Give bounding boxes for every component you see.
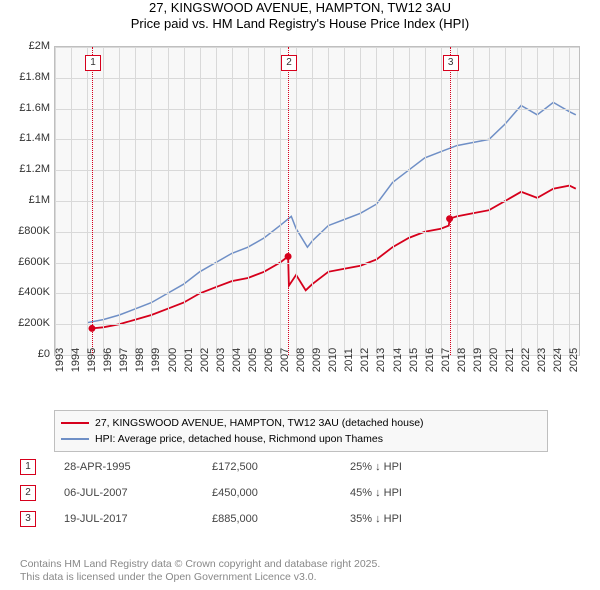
x-tick-label: 2018 (456, 348, 468, 372)
x-tick-label: 2001 (183, 348, 195, 372)
legend-swatch (61, 422, 89, 424)
sale-index-box: 1 (20, 459, 36, 475)
x-tick-label: 2022 (520, 348, 532, 372)
y-tick-label: £800K (18, 225, 50, 237)
chart-title: 27, KINGSWOOD AVENUE, HAMPTON, TW12 3AU … (0, 0, 600, 33)
sale-row: 1 28-APR-1995 £172,500 25% ↓ HPI (20, 454, 580, 480)
y-tick-label: £2M (29, 40, 50, 52)
y-tick-label: £400K (18, 286, 50, 298)
sale-price: £450,000 (212, 487, 322, 499)
x-tick-label: 2010 (327, 348, 339, 372)
x-tick-label: 2008 (295, 348, 307, 372)
y-tick-label: £1.4M (19, 132, 50, 144)
x-tick-label: 2016 (424, 348, 436, 372)
x-tick-label: 2025 (568, 348, 580, 372)
x-tick-label: 2021 (504, 348, 516, 372)
legend-label: 27, KINGSWOOD AVENUE, HAMPTON, TW12 3AU … (95, 417, 424, 429)
x-tick-label: 1999 (150, 348, 162, 372)
event-marker: 1 (85, 55, 101, 71)
sale-price: £172,500 (212, 461, 322, 473)
sale-date: 19-JUL-2017 (64, 513, 184, 525)
chart: 1 2 3 £0 £200K £400K £600K £800K £1M £1.2M £1.4M £… (10, 40, 588, 400)
y-tick-label: £200K (18, 317, 50, 329)
legend: 27, KINGSWOOD AVENUE, HAMPTON, TW12 3AU … (54, 410, 548, 452)
sale-delta: 45% ↓ HPI (350, 487, 402, 499)
series-line (87, 102, 576, 322)
x-tick-label: 2009 (311, 348, 323, 372)
x-tick-label: 2015 (408, 348, 420, 372)
sale-date: 28-APR-1995 (64, 461, 184, 473)
x-tick-label: 2002 (199, 348, 211, 372)
x-tick-label: 2003 (215, 348, 227, 372)
sale-price: £885,000 (212, 513, 322, 525)
x-tick-label: 2017 (440, 348, 452, 372)
event-marker: 2 (281, 55, 297, 71)
x-tick-label: 1998 (134, 348, 146, 372)
x-tick-label: 2020 (488, 348, 500, 372)
x-tick-label: 1994 (70, 348, 82, 372)
x-tick-label: 2005 (247, 348, 259, 372)
x-tick-label: 2023 (536, 348, 548, 372)
y-tick-label: £1.6M (19, 102, 50, 114)
sale-index-box: 2 (20, 485, 36, 501)
sale-index-box: 3 (20, 511, 36, 527)
x-tick-label: 2004 (231, 348, 243, 372)
series-line (92, 186, 576, 329)
legend-item: 27, KINGSWOOD AVENUE, HAMPTON, TW12 3AU … (61, 415, 541, 431)
footer-line1: Contains HM Land Registry data © Crown c… (20, 558, 590, 571)
sales-table: 1 28-APR-1995 £172,500 25% ↓ HPI 2 06-JUL-200… (20, 454, 580, 532)
x-tick-label: 1997 (118, 348, 130, 372)
x-tick-label: 1995 (86, 348, 98, 372)
footer-line2: This data is licensed under the Open Gov… (20, 571, 590, 584)
x-tick-label: 2012 (359, 348, 371, 372)
x-tick-label: 2007 (279, 348, 291, 372)
x-tick-label: 2019 (472, 348, 484, 372)
plot-area: 1 2 3 (54, 46, 580, 356)
y-tick-label: £1M (29, 194, 50, 206)
x-tick-label: 1996 (102, 348, 114, 372)
x-tick-label: 2024 (552, 348, 564, 372)
sale-row: 2 06-JUL-2007 £450,000 45% ↓ HPI (20, 480, 580, 506)
x-tick-label: 2011 (343, 348, 355, 372)
x-tick-label: 1993 (54, 348, 66, 372)
legend-label: HPI: Average price, detached house, Rich… (95, 433, 383, 445)
y-tick-label: £0 (38, 348, 50, 360)
y-tick-label: £1.8M (19, 71, 50, 83)
x-tick-label: 2014 (392, 348, 404, 372)
x-tick-label: 2013 (375, 348, 387, 372)
y-tick-label: £600K (18, 256, 50, 268)
x-tick-label: 2000 (167, 348, 179, 372)
title-line1: 27, KINGSWOOD AVENUE, HAMPTON, TW12 3AU (0, 0, 600, 16)
event-marker: 3 (443, 55, 459, 71)
legend-item: HPI: Average price, detached house, Rich… (61, 431, 541, 447)
title-line2: Price paid vs. HM Land Registry's House … (0, 16, 600, 32)
legend-swatch (61, 438, 89, 440)
y-tick-label: £1.2M (19, 163, 50, 175)
sale-row: 3 19-JUL-2017 £885,000 35% ↓ HPI (20, 506, 580, 532)
footer: Contains HM Land Registry data © Crown c… (20, 558, 590, 584)
x-tick-label: 2006 (263, 348, 275, 372)
sale-date: 06-JUL-2007 (64, 487, 184, 499)
sale-delta: 25% ↓ HPI (350, 461, 402, 473)
sale-delta: 35% ↓ HPI (350, 513, 402, 525)
